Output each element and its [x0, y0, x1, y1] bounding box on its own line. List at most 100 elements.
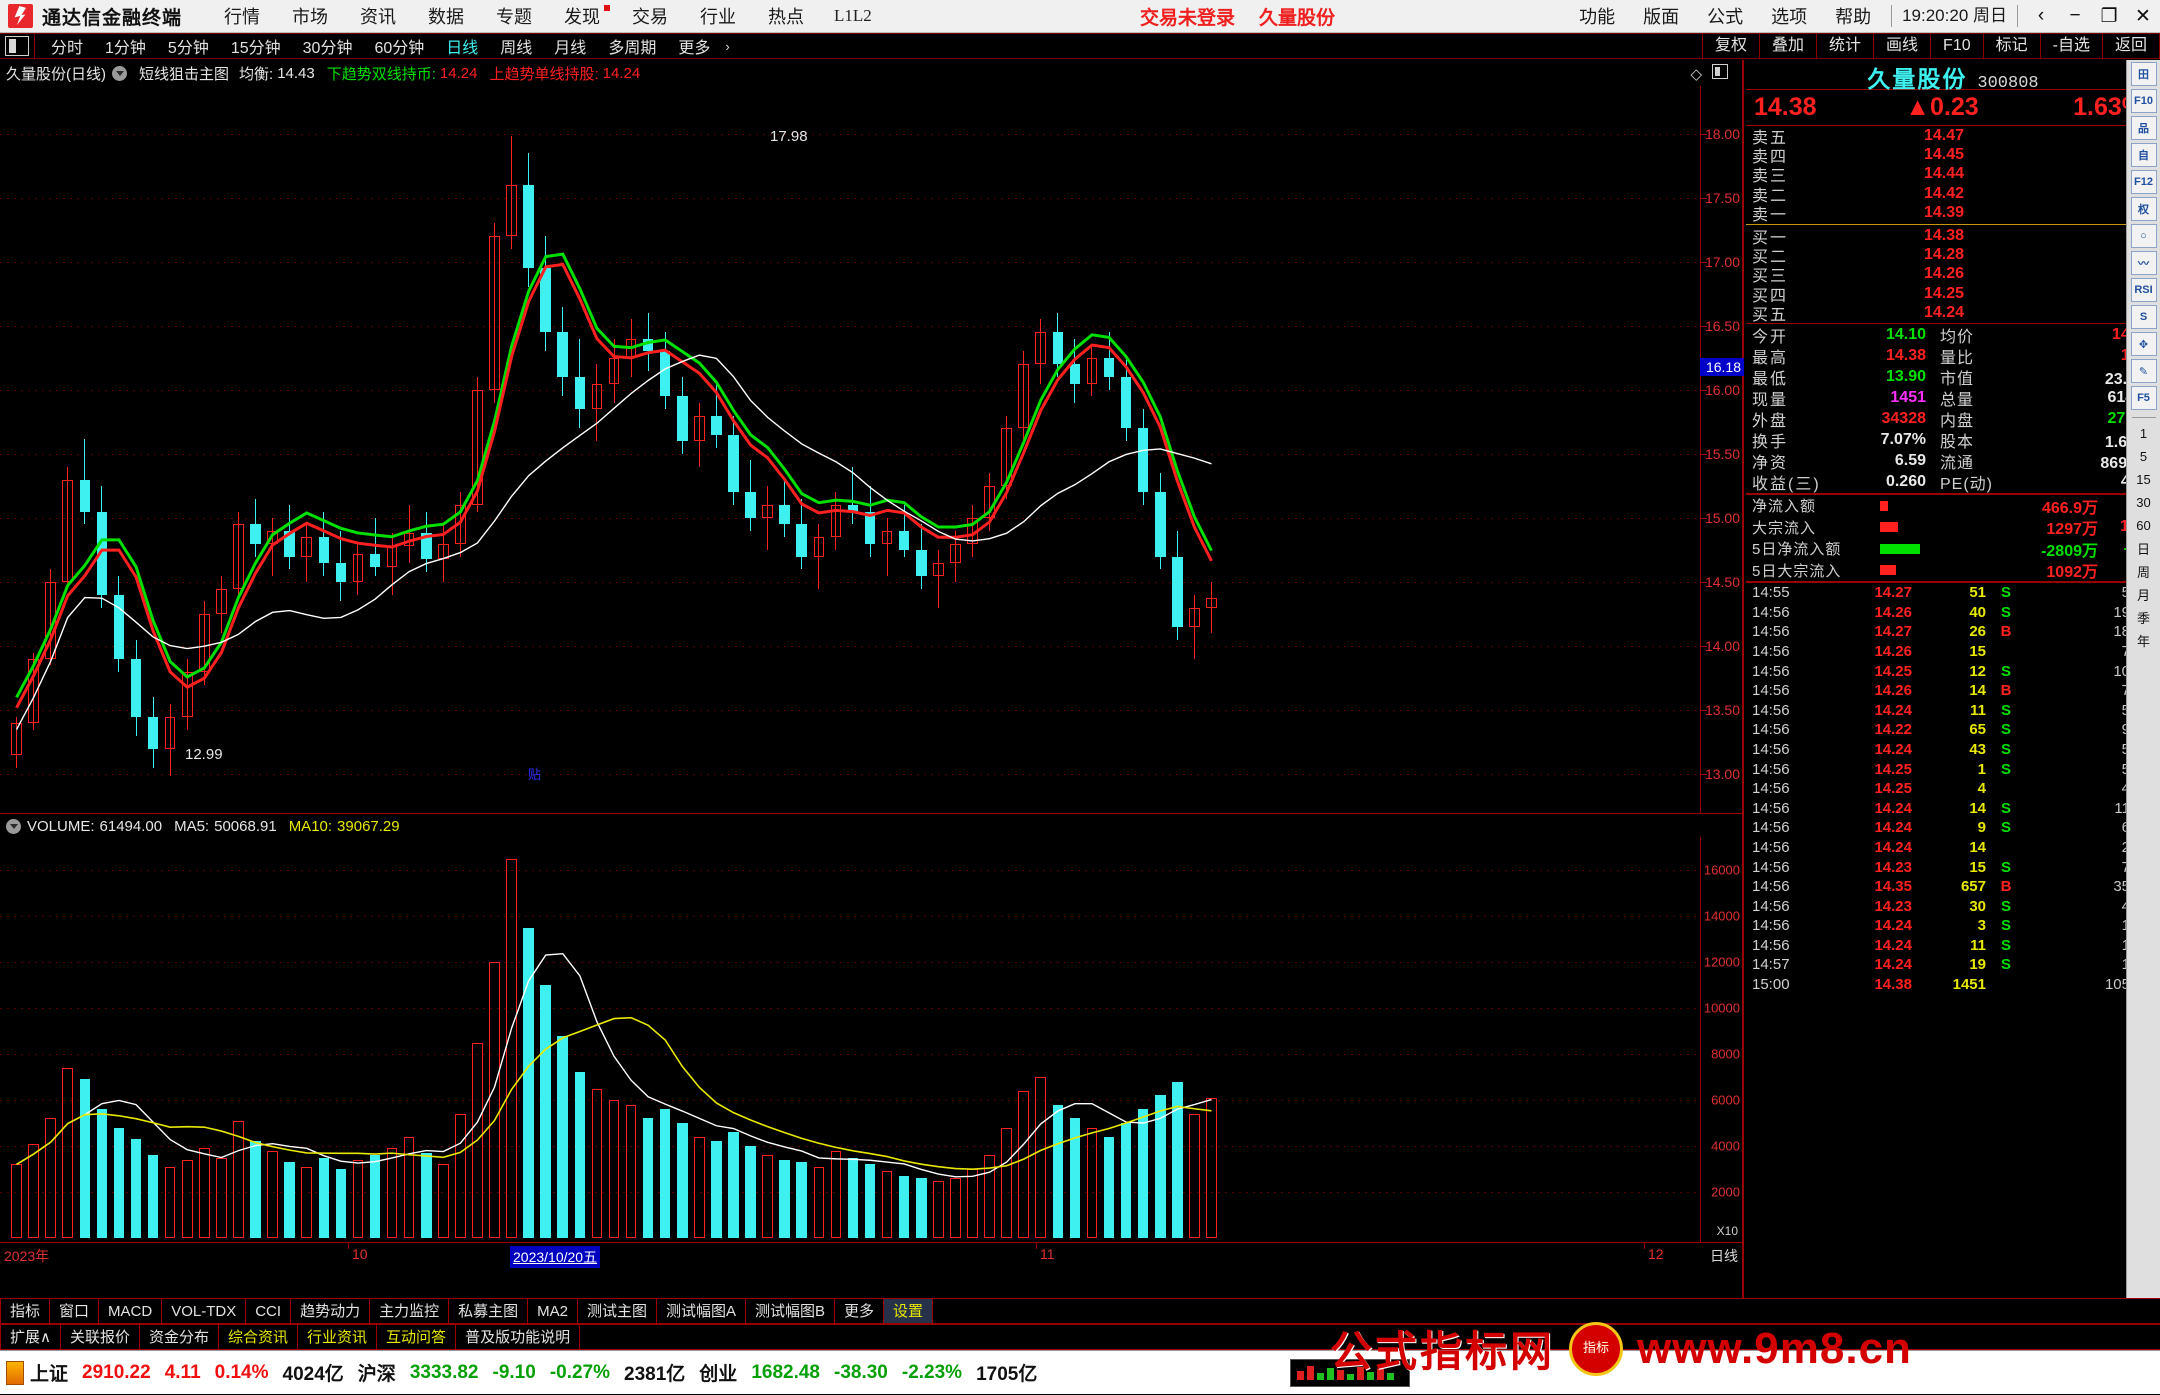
bottom-tab-设置[interactable]: 设置 — [884, 1299, 934, 1323]
rail-f5-icon[interactable]: F5 — [2130, 386, 2157, 410]
tick-trade-list[interactable]: 14:5514.2751S514:5614.2640S1914:5614.272… — [1746, 583, 2160, 994]
chart-tool--自选[interactable]: -自选 — [2039, 33, 2102, 59]
price-plot-area[interactable] — [0, 86, 1700, 813]
period-日线[interactable]: 日线 — [446, 40, 479, 57]
rail-f10-icon[interactable]: F10 — [2130, 89, 2157, 113]
rail-品-icon[interactable]: 品 — [2130, 116, 2157, 140]
bottom-tab-VOL-TDX[interactable]: VOL-TDX — [162, 1299, 247, 1323]
tick-row-20[interactable]: 15:00 14.38 1451 105 — [1746, 975, 2160, 995]
ext-tab-资金分布[interactable]: 资金分布 — [140, 1325, 220, 1349]
chart-tool-F10[interactable]: F10 — [1930, 33, 1983, 59]
period-更多[interactable]: 更多 — [678, 40, 711, 57]
bottom-tab-更多[interactable]: 更多 — [835, 1299, 885, 1323]
period-more-chevron-icon[interactable]: › — [725, 38, 730, 54]
bottom-tab-MACD[interactable]: MACD — [99, 1299, 163, 1323]
period-1分钟[interactable]: 1分钟 — [105, 40, 146, 57]
period-多周期[interactable]: 多周期 — [608, 40, 657, 57]
volume-plot-area[interactable] — [0, 837, 1700, 1242]
rail-○-icon[interactable]: ○ — [2130, 224, 2157, 248]
tick-row-8[interactable]: 14:56 14.24 43 S5 — [1746, 740, 2160, 760]
rail-period-月[interactable]: 月 — [2136, 587, 2150, 603]
menu-item-1[interactable]: 市场 — [292, 7, 329, 27]
bottom-tab-MA2[interactable]: MA2 — [528, 1299, 578, 1323]
rail-f12-icon[interactable]: F12 — [2130, 170, 2157, 194]
tick-row-12[interactable]: 14:56 14.24 9S6 — [1746, 818, 2160, 838]
bottom-tab-测试主图[interactable]: 测试主图 — [578, 1299, 657, 1323]
rail-s-icon[interactable]: S — [2130, 305, 2157, 329]
chart-tool-复权[interactable]: 复权 — [1701, 33, 1759, 59]
tick-row-4[interactable]: 14:56 14.25 12 S 10 — [1746, 661, 2160, 681]
rail-period-15[interactable]: 15 — [2136, 471, 2151, 487]
rail-period-60[interactable]: 60 — [2136, 517, 2151, 533]
tick-row-14[interactable]: 14:56 14.23 15 S7 — [1746, 857, 2160, 877]
selected-date-label[interactable]: 2023/10/20五 — [510, 1246, 601, 1268]
period-月线[interactable]: 月线 — [554, 40, 587, 57]
ext-tab-关联报价[interactable]: 关联报价 — [61, 1325, 140, 1349]
bottom-tab-测试幅图A[interactable]: 测试幅图A — [657, 1299, 746, 1323]
chart-tool-画线[interactable]: 画线 — [1873, 33, 1930, 59]
tick-row-15[interactable]: 14:56 14.35 657 B 35 — [1746, 877, 2160, 897]
ext-tab-行业资讯[interactable]: 行业资讯 — [298, 1325, 378, 1349]
menu-item-4[interactable]: 专题 — [496, 7, 533, 27]
rail-period-30[interactable]: 30 — [2136, 494, 2151, 510]
rail-✎-icon[interactable]: ✎ — [2130, 359, 2157, 383]
bottom-tab-趋势动力[interactable]: 趋势动力 — [291, 1299, 371, 1323]
login-status[interactable]: 交易未登录 — [1140, 8, 1236, 29]
tick-row-3[interactable]: 14:56 14.26 15 7 — [1746, 642, 2160, 662]
tick-row-1[interactable]: 14:56 14.26 40 S 19 — [1746, 603, 2160, 623]
menu-right-item-3[interactable]: 选项 — [1771, 7, 1808, 27]
bottom-tab-窗口[interactable]: 窗口 — [50, 1299, 100, 1323]
menu-item-0[interactable]: 行情 — [224, 7, 261, 27]
menu-item-3[interactable]: 数据 — [428, 7, 465, 27]
menu-item-6[interactable]: 交易 — [632, 7, 669, 27]
current-stock-label[interactable]: 久量股份 — [1259, 8, 1336, 29]
rail-〰-icon[interactable]: 〰 — [2130, 251, 2157, 275]
rail-田-icon[interactable]: 田 — [2130, 62, 2157, 86]
rail-period-1[interactable]: 1 — [2139, 425, 2148, 441]
status-index-label-0[interactable]: 上证 — [30, 1364, 69, 1385]
chevron-down-icon[interactable] — [112, 65, 127, 81]
rail-period-5[interactable]: 5 — [2139, 448, 2148, 464]
minimize-button[interactable]: − — [2069, 5, 2081, 26]
tick-row-7[interactable]: 14:56 14.22 65 S9 — [1746, 720, 2160, 740]
bottom-tab-私募主图[interactable]: 私募主图 — [449, 1299, 529, 1323]
menu-item-2[interactable]: 资讯 — [360, 7, 397, 27]
price-chart-pane[interactable]: 18.00 17.50 17.00 16.50 16.00 15.50 15.00 14.50… — [0, 86, 1744, 814]
ext-tab-综合资讯[interactable]: 综合资讯 — [219, 1325, 299, 1349]
tick-row-10[interactable]: 14:56 14.25 4 4 — [1746, 779, 2160, 799]
volume-chart-pane[interactable]: VOLUME: 61494.00 MA5: 50068.91 MA10: 390… — [0, 815, 1744, 1242]
tick-row-5[interactable]: 14:56 14.26 14 B7 — [1746, 681, 2160, 701]
menu-right-item-0[interactable]: 功能 — [1579, 7, 1616, 27]
rail-period-周[interactable]: 周 — [2136, 564, 2150, 580]
status-index-label-1[interactable]: 沪深 — [357, 1364, 396, 1385]
bottom-tab-CCI[interactable]: CCI — [246, 1299, 292, 1323]
menu-right-item-4[interactable]: 帮助 — [1835, 7, 1872, 27]
period-30分钟[interactable]: 30分钟 — [302, 40, 353, 57]
period-分时[interactable]: 分时 — [51, 40, 84, 57]
tick-row-17[interactable]: 14:56 14.24 3S1 — [1746, 916, 2160, 936]
close-button[interactable]: ✕ — [2135, 5, 2151, 27]
chart-tool-叠加[interactable]: 叠加 — [1759, 33, 1816, 59]
chart-tool-标记[interactable]: 标记 — [1982, 33, 2040, 59]
rail-period-日[interactable]: 日 — [2136, 541, 2150, 557]
menu-item-8[interactable]: 热点 — [768, 7, 805, 27]
bottom-tab-指标[interactable]: 指标 — [0, 1299, 51, 1323]
bottom-tab-测试幅图B[interactable]: 测试幅图B — [746, 1299, 835, 1323]
layout-icon[interactable] — [5, 36, 29, 56]
rail-period-季[interactable]: 季 — [2136, 610, 2150, 626]
diamond-icon[interactable]: ◇ — [1690, 66, 1702, 83]
period-15分钟[interactable]: 15分钟 — [230, 40, 281, 57]
menu-item-5[interactable]: 发现 — [548, 3, 616, 29]
ext-tab-普及版功能说明[interactable]: 普及版功能说明 — [456, 1325, 581, 1349]
rail-period-年[interactable]: 年 — [2136, 633, 2150, 649]
tick-row-6[interactable]: 14:56 14.24 11 S5 — [1746, 700, 2160, 720]
rail-✥-icon[interactable]: ✥ — [2130, 332, 2157, 356]
tick-row-19[interactable]: 14:57 14.24 19 S1 — [1746, 955, 2160, 975]
chart-indicator-name[interactable]: 短线狙击主图 — [139, 65, 230, 83]
tick-row-18[interactable]: 14:56 14.24 11 S1 — [1746, 936, 2160, 956]
tick-row-0[interactable]: 14:55 14.27 51 S5 — [1746, 583, 2160, 603]
ext-tab-互动问答[interactable]: 互动问答 — [377, 1325, 457, 1349]
panel-toggle-icon[interactable] — [1712, 64, 1728, 79]
